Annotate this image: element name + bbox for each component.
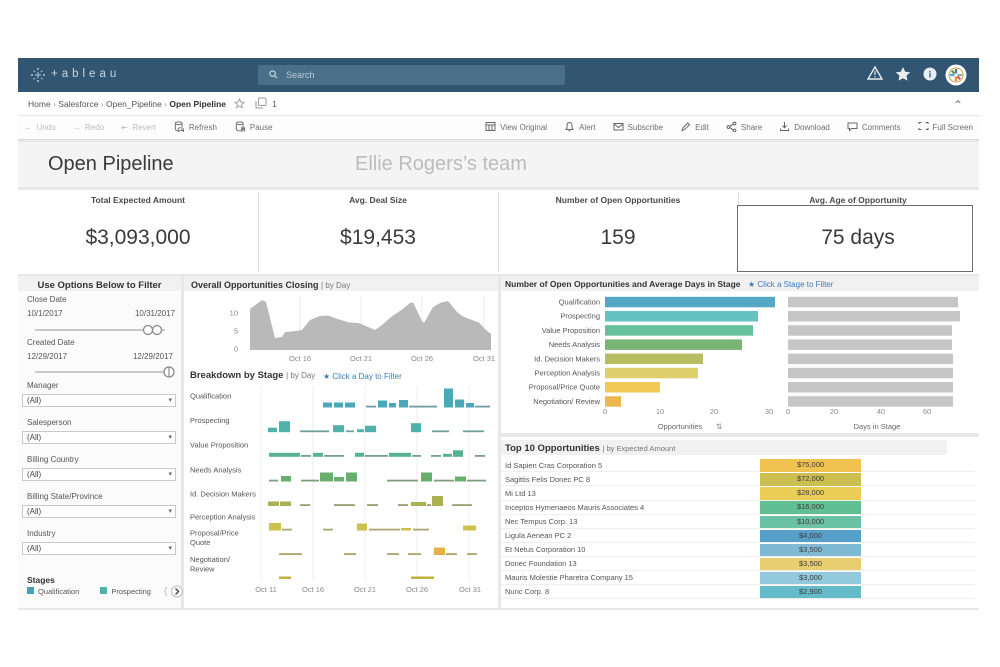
svg-text:Id. Decision Makers: Id. Decision Makers <box>534 354 600 363</box>
svg-text:Id. Decision Makers: Id. Decision Makers <box>190 490 256 499</box>
svg-text:Opportunities: Opportunities <box>658 422 703 431</box>
svg-text:Perception Analysis: Perception Analysis <box>190 513 256 522</box>
svg-text:Oct 26: Oct 26 <box>406 585 428 594</box>
svg-text:Oct 16: Oct 16 <box>302 585 324 594</box>
svg-text:Oct 21: Oct 21 <box>350 354 372 363</box>
svg-text:Oct 31: Oct 31 <box>473 354 495 363</box>
svg-text:10: 10 <box>656 407 664 416</box>
svg-text:30: 30 <box>765 407 773 416</box>
svg-text:0: 0 <box>603 407 607 416</box>
svg-text:Prospecting: Prospecting <box>190 416 230 425</box>
svg-text:60: 60 <box>923 407 931 416</box>
svg-text:Oct 21: Oct 21 <box>354 585 376 594</box>
svg-text:Perception Analysis: Perception Analysis <box>535 369 601 378</box>
svg-text:Proposal/Price Quote: Proposal/Price Quote <box>529 383 600 392</box>
svg-text:20: 20 <box>830 407 838 416</box>
svg-text:Days in Stage: Days in Stage <box>854 422 901 431</box>
svg-text:Proposal/Price: Proposal/Price <box>190 529 239 538</box>
svg-text:Oct 11: Oct 11 <box>255 585 277 594</box>
svg-text:10: 10 <box>230 309 238 318</box>
svg-text:Needs Analysis: Needs Analysis <box>549 340 601 349</box>
svg-text:Oct 16: Oct 16 <box>289 354 311 363</box>
svg-text:40: 40 <box>877 407 885 416</box>
svg-text:0: 0 <box>786 407 790 416</box>
svg-text:i: i <box>929 70 932 80</box>
svg-text:Oct 31: Oct 31 <box>459 585 481 594</box>
svg-text:Needs Analysis: Needs Analysis <box>190 466 242 475</box>
svg-text:Qualification: Qualification <box>559 298 600 307</box>
svg-text:Prospecting: Prospecting <box>560 312 600 321</box>
svg-text:Value Proposition: Value Proposition <box>190 441 248 450</box>
svg-text:20: 20 <box>710 407 718 416</box>
svg-text:5: 5 <box>234 327 238 336</box>
svg-text:Qualification: Qualification <box>190 392 231 401</box>
svg-text:Review: Review <box>190 565 215 574</box>
svg-text:0: 0 <box>234 345 238 354</box>
svg-text:Quote: Quote <box>190 538 210 547</box>
svg-text:Oct 26: Oct 26 <box>411 354 433 363</box>
svg-text:Value Proposition: Value Proposition <box>542 326 600 335</box>
svg-text:Negotiation/: Negotiation/ <box>190 555 231 564</box>
svg-text:⇅: ⇅ <box>716 422 723 431</box>
svg-text:Negotiation/ Review: Negotiation/ Review <box>533 397 600 406</box>
